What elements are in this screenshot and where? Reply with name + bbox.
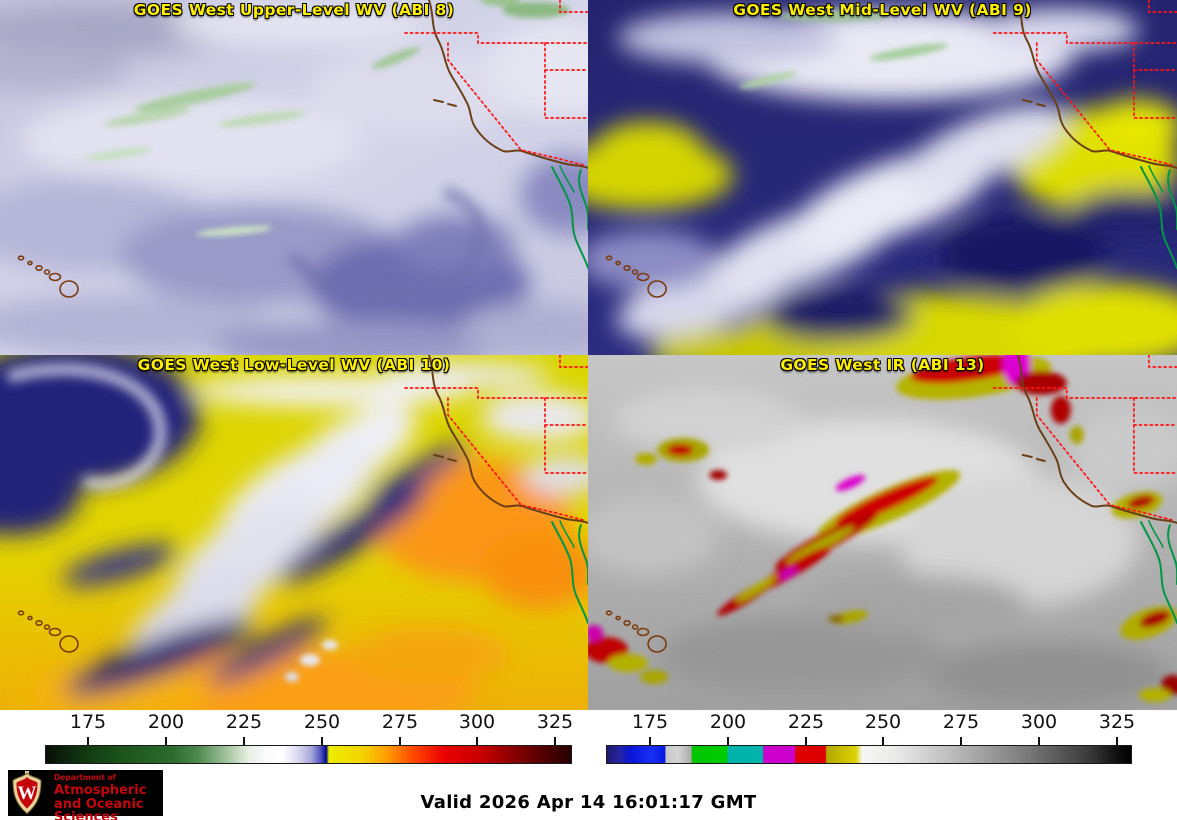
tick-mark bbox=[554, 737, 556, 745]
logo-line-2: Atmospheric bbox=[54, 782, 147, 798]
tick-mark bbox=[727, 737, 729, 745]
tick-mark bbox=[649, 737, 651, 745]
wv-tick-label: 175 bbox=[69, 711, 107, 733]
satellite-imagery-abi9 bbox=[588, 0, 1177, 355]
wv-tick-label: 200 bbox=[147, 711, 185, 733]
logo-text: Department of Atmospheric and Oceanic Sc… bbox=[54, 774, 163, 820]
crest-letter: W bbox=[18, 783, 37, 804]
satellite-imagery-abi13 bbox=[588, 355, 1177, 710]
wv-tick-label: 300 bbox=[458, 711, 496, 733]
uw-crest-icon: W bbox=[12, 771, 42, 815]
ir-tick-label: 300 bbox=[1020, 711, 1058, 733]
tick-mark bbox=[165, 737, 167, 745]
ir-tick-label: 325 bbox=[1098, 711, 1136, 733]
logo-line-1: Department of bbox=[54, 773, 116, 782]
panel-upper-level-wv: GOES West Upper-Level WV (ABI 8) bbox=[0, 0, 588, 355]
panel-mid-level-wv: GOES West Mid-Level WV (ABI 9) bbox=[588, 0, 1177, 355]
ir-tick-label: 275 bbox=[942, 711, 980, 733]
ir-tick-label: 200 bbox=[709, 711, 747, 733]
ir-tick-label: 250 bbox=[864, 711, 902, 733]
tick-mark bbox=[1038, 737, 1040, 745]
panel-low-level-wv: GOES West Low-Level WV (ABI 10) bbox=[0, 355, 588, 710]
tick-mark bbox=[805, 737, 807, 745]
tick-mark bbox=[476, 737, 478, 745]
tick-mark bbox=[960, 737, 962, 745]
uw-aos-logo[interactable]: W Department of Atmospheric and Oceanic … bbox=[8, 770, 163, 820]
tick-mark bbox=[321, 737, 323, 745]
ir-tick-label: 225 bbox=[787, 711, 825, 733]
tick-mark bbox=[882, 737, 884, 745]
tick-mark bbox=[87, 737, 89, 745]
tick-mark bbox=[1116, 737, 1118, 745]
wv-tick-label: 325 bbox=[536, 711, 574, 733]
panel-ir: GOES West IR (ABI 13) bbox=[588, 355, 1177, 710]
wv-colorbar-gradient bbox=[45, 745, 572, 764]
ir-tick-label: 175 bbox=[631, 711, 669, 733]
wv-tick-label: 225 bbox=[225, 711, 263, 733]
wv-tick-label: 275 bbox=[381, 711, 419, 733]
wv-tick-label: 250 bbox=[303, 711, 341, 733]
ir-colorbar-gradient bbox=[606, 745, 1132, 764]
valid-timestamp: Valid 2026 Apr 14 16:01:17 GMT bbox=[420, 792, 757, 813]
tick-mark bbox=[243, 737, 245, 745]
satellite-imagery-abi10 bbox=[0, 355, 588, 710]
satellite-imagery-abi8 bbox=[0, 0, 588, 355]
tick-mark bbox=[399, 737, 401, 745]
logo-line-3: and Oceanic Sciences bbox=[54, 796, 144, 820]
